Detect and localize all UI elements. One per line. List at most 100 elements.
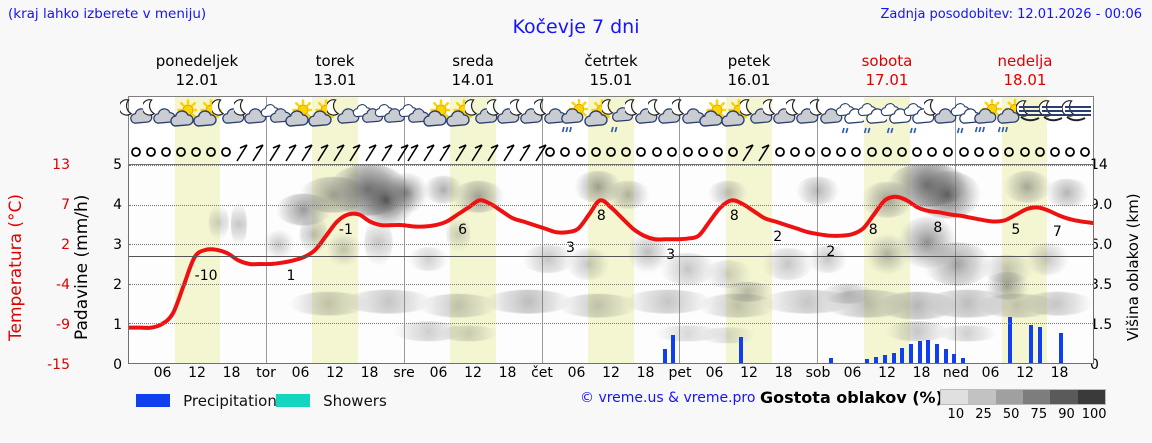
calm-wind-icon	[189, 141, 204, 163]
wind-barb-icon	[250, 141, 266, 163]
weather-cell	[560, 97, 590, 164]
calm-wind-icon	[864, 141, 879, 163]
calm-wind-icon	[1017, 141, 1032, 163]
calm-wind-icon	[787, 141, 802, 163]
calm-wind-icon	[558, 141, 573, 163]
calm-wind-icon	[204, 141, 219, 163]
x-label-24: 06	[981, 365, 1000, 381]
calm-wind-icon	[1002, 141, 1017, 163]
moon-cloud-icon	[808, 99, 850, 141]
temperature-axis-title: Temperatura (°C)	[6, 193, 26, 342]
day-date: 17.01	[865, 71, 909, 89]
day-name: torek	[315, 52, 355, 70]
x-label-6: 18	[360, 365, 379, 381]
precipitation-bar-1	[670, 335, 675, 363]
weather-cell	[974, 97, 1003, 164]
sun-cloud-icon	[166, 99, 206, 141]
gridline	[129, 283, 1093, 285]
moon-cloud-icon	[141, 99, 183, 141]
precipitation-bar-17	[1029, 325, 1034, 363]
weather-cell	[808, 97, 843, 164]
weather-cell	[508, 97, 543, 164]
wind-barb-icon	[379, 141, 395, 163]
weather-cell	[903, 97, 935, 164]
x-axis-labels: 06 12 18 tor 06 12 18 sre 06 12 18 čet 06 12 18 pet 06 12…	[128, 365, 1094, 385]
day-header-5: sobota 17.01	[818, 52, 956, 94]
last-updated-text: Zadnja posodobitev: 12.01.2026 - 00:06	[880, 7, 1142, 22]
precipitation-legend-label: Precipitation	[183, 391, 277, 410]
temperature-label-13: 7	[1052, 223, 1062, 240]
zero-degree-line	[129, 256, 1093, 258]
weather-icon-strip	[118, 96, 1094, 164]
x-label-10: 18	[498, 365, 517, 381]
precipitation-axis-title: Padavine (mm/h)	[72, 194, 92, 340]
x-label-14: 18	[636, 365, 655, 381]
cloud-density-legend-title: Gostota oblakov (%)	[760, 388, 943, 407]
calm-wind-icon	[818, 141, 833, 163]
precipitation-tick-1: 4	[113, 197, 122, 213]
x-label-2: 18	[222, 365, 241, 381]
cloud-density-tick-1: 25	[975, 407, 992, 422]
day-header-6: nedelja 18.01	[956, 52, 1094, 94]
calm-wind-icon	[619, 141, 634, 163]
cloud-density-tick-5: 100	[1081, 407, 1107, 422]
temperature-label-0: -10	[194, 267, 218, 284]
precipitation-bar-0	[663, 349, 668, 363]
cloud-density-tick-3: 75	[1030, 407, 1048, 422]
calm-wind-icon	[588, 141, 603, 163]
cloud-density-box-5	[1077, 390, 1105, 404]
day-header-1: torek 13.01	[266, 52, 404, 94]
weather-cell	[485, 97, 520, 164]
calm-wind-icon	[680, 141, 695, 163]
x-label-26: 18	[1050, 365, 1069, 381]
icon-day-3	[532, 97, 681, 164]
x-label-9: 12	[464, 365, 482, 381]
precipitation-bar-15	[960, 358, 965, 363]
calm-wind-icon	[987, 141, 1002, 163]
sun-cloud-rain-icon	[970, 98, 1010, 141]
location-menu-note[interactable]: (kraj lahko izberete v meniju)	[8, 6, 207, 22]
calm-wind-icon	[1032, 141, 1047, 163]
day-date: 15.01	[589, 71, 633, 89]
precipitation-bar-16	[1008, 317, 1013, 363]
precipitation-bar-7	[891, 353, 896, 363]
cloud-density-tick-4: 90	[1058, 407, 1075, 422]
precipitation-tick-4: 1	[113, 317, 122, 333]
showers-swatch	[276, 394, 310, 407]
calm-wind-icon	[129, 141, 144, 163]
cloud-height-tick-5: 0	[1090, 357, 1099, 373]
calm-wind-icon	[159, 141, 174, 163]
day-date: 13.01	[313, 71, 357, 89]
copyright-link[interactable]: © vreme.us & vreme.pro	[580, 390, 756, 406]
day-name: sreda	[452, 52, 494, 70]
temperature-label-10: 2	[826, 243, 836, 260]
temperature-curve-layer	[129, 194, 1093, 330]
temperature-tick-4: -9	[56, 317, 70, 333]
x-label-17: 12	[740, 365, 758, 381]
calm-wind-icon	[1078, 141, 1093, 163]
precipitation-bar-18	[1038, 327, 1043, 363]
cloud-height-tick-2: 6.0	[1090, 237, 1113, 253]
cloud-density-box-1	[968, 390, 996, 404]
day-date: 18.01	[1003, 71, 1047, 89]
temperature-label-9: 8	[868, 222, 878, 239]
calm-wind-icon	[894, 141, 909, 163]
weather-cell	[623, 97, 658, 164]
x-label-1: 12	[188, 365, 206, 381]
sun-cloud-icon	[304, 99, 344, 141]
weather-cell	[858, 97, 889, 164]
weather-cell	[285, 97, 314, 164]
weather-cell	[423, 97, 452, 164]
x-label-3: tor	[256, 365, 276, 381]
icon-day-2	[398, 97, 547, 164]
cloud-icon	[372, 99, 412, 141]
calm-wind-icon	[940, 141, 955, 163]
cloud-density-tick-2: 50	[1002, 407, 1020, 422]
day-header-0: ponedeljek 12.01	[128, 52, 266, 94]
calm-wind-icon	[772, 141, 787, 163]
temperature-tick-2: 2	[61, 237, 70, 253]
cloud-height-tick-4: 1.5	[1090, 317, 1113, 333]
wind-barb-icon	[315, 141, 331, 163]
day-name: sobota	[861, 52, 913, 70]
x-label-18: 18	[774, 365, 793, 381]
